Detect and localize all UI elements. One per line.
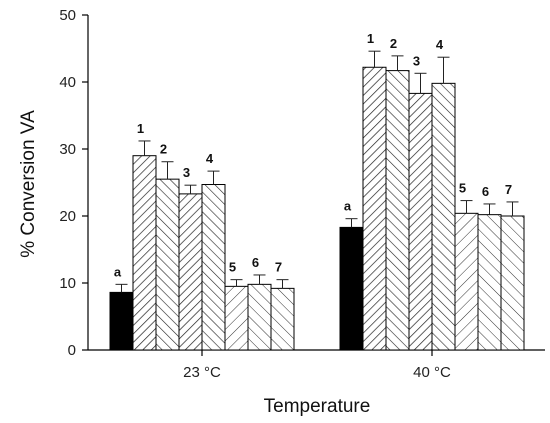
y-tick-label: 50: [59, 7, 76, 24]
bar: [224, 285, 249, 351]
bar: [247, 283, 272, 351]
bars: [109, 50, 525, 351]
x-category-label: 23 °C: [183, 364, 221, 381]
bar-label: 2: [160, 142, 167, 157]
bar: [132, 155, 157, 351]
bar: [454, 212, 479, 351]
bar: [178, 193, 203, 351]
bar-label: 4: [436, 37, 444, 52]
bar-label: 5: [459, 181, 466, 196]
bar-label: 2: [390, 36, 397, 51]
bar-label: 7: [505, 182, 512, 197]
bar-label: a: [114, 264, 122, 279]
bar: [477, 214, 502, 351]
bar: [362, 66, 387, 351]
bar: [109, 291, 134, 351]
x-axis-title: Temperature: [264, 396, 371, 417]
y-tick-label: 0: [68, 342, 76, 359]
bar: [431, 82, 456, 351]
bar-label: 6: [252, 255, 259, 270]
bar: [201, 184, 226, 351]
bar: [339, 226, 364, 351]
y-tick-label: 10: [59, 275, 76, 292]
bar: [408, 92, 433, 351]
y-tick-label: 30: [59, 141, 76, 158]
bar: [155, 178, 180, 351]
y-tick-label: 20: [59, 208, 76, 225]
bar-label: 3: [183, 165, 190, 180]
bar-label: 3: [413, 53, 420, 68]
bar-label: 1: [367, 31, 374, 46]
bar-label: 7: [275, 260, 282, 275]
bar-label: 6: [482, 184, 489, 199]
bar-label: 4: [206, 151, 214, 166]
bar: [500, 215, 525, 351]
bar: [270, 287, 295, 351]
bar-label: 1: [137, 121, 144, 136]
y-tick-label: 40: [59, 74, 76, 91]
bar-label: a: [344, 199, 352, 214]
bar: [385, 70, 410, 351]
bar-label: 5: [229, 260, 236, 275]
labels: 23 °C a 1 2 3 4 5 6 7 40 °C a 1 2 3 4 5 6 7: [114, 31, 512, 381]
y-axis-title: % Conversion VA: [18, 110, 39, 258]
x-category-label: 40 °C: [413, 364, 451, 381]
